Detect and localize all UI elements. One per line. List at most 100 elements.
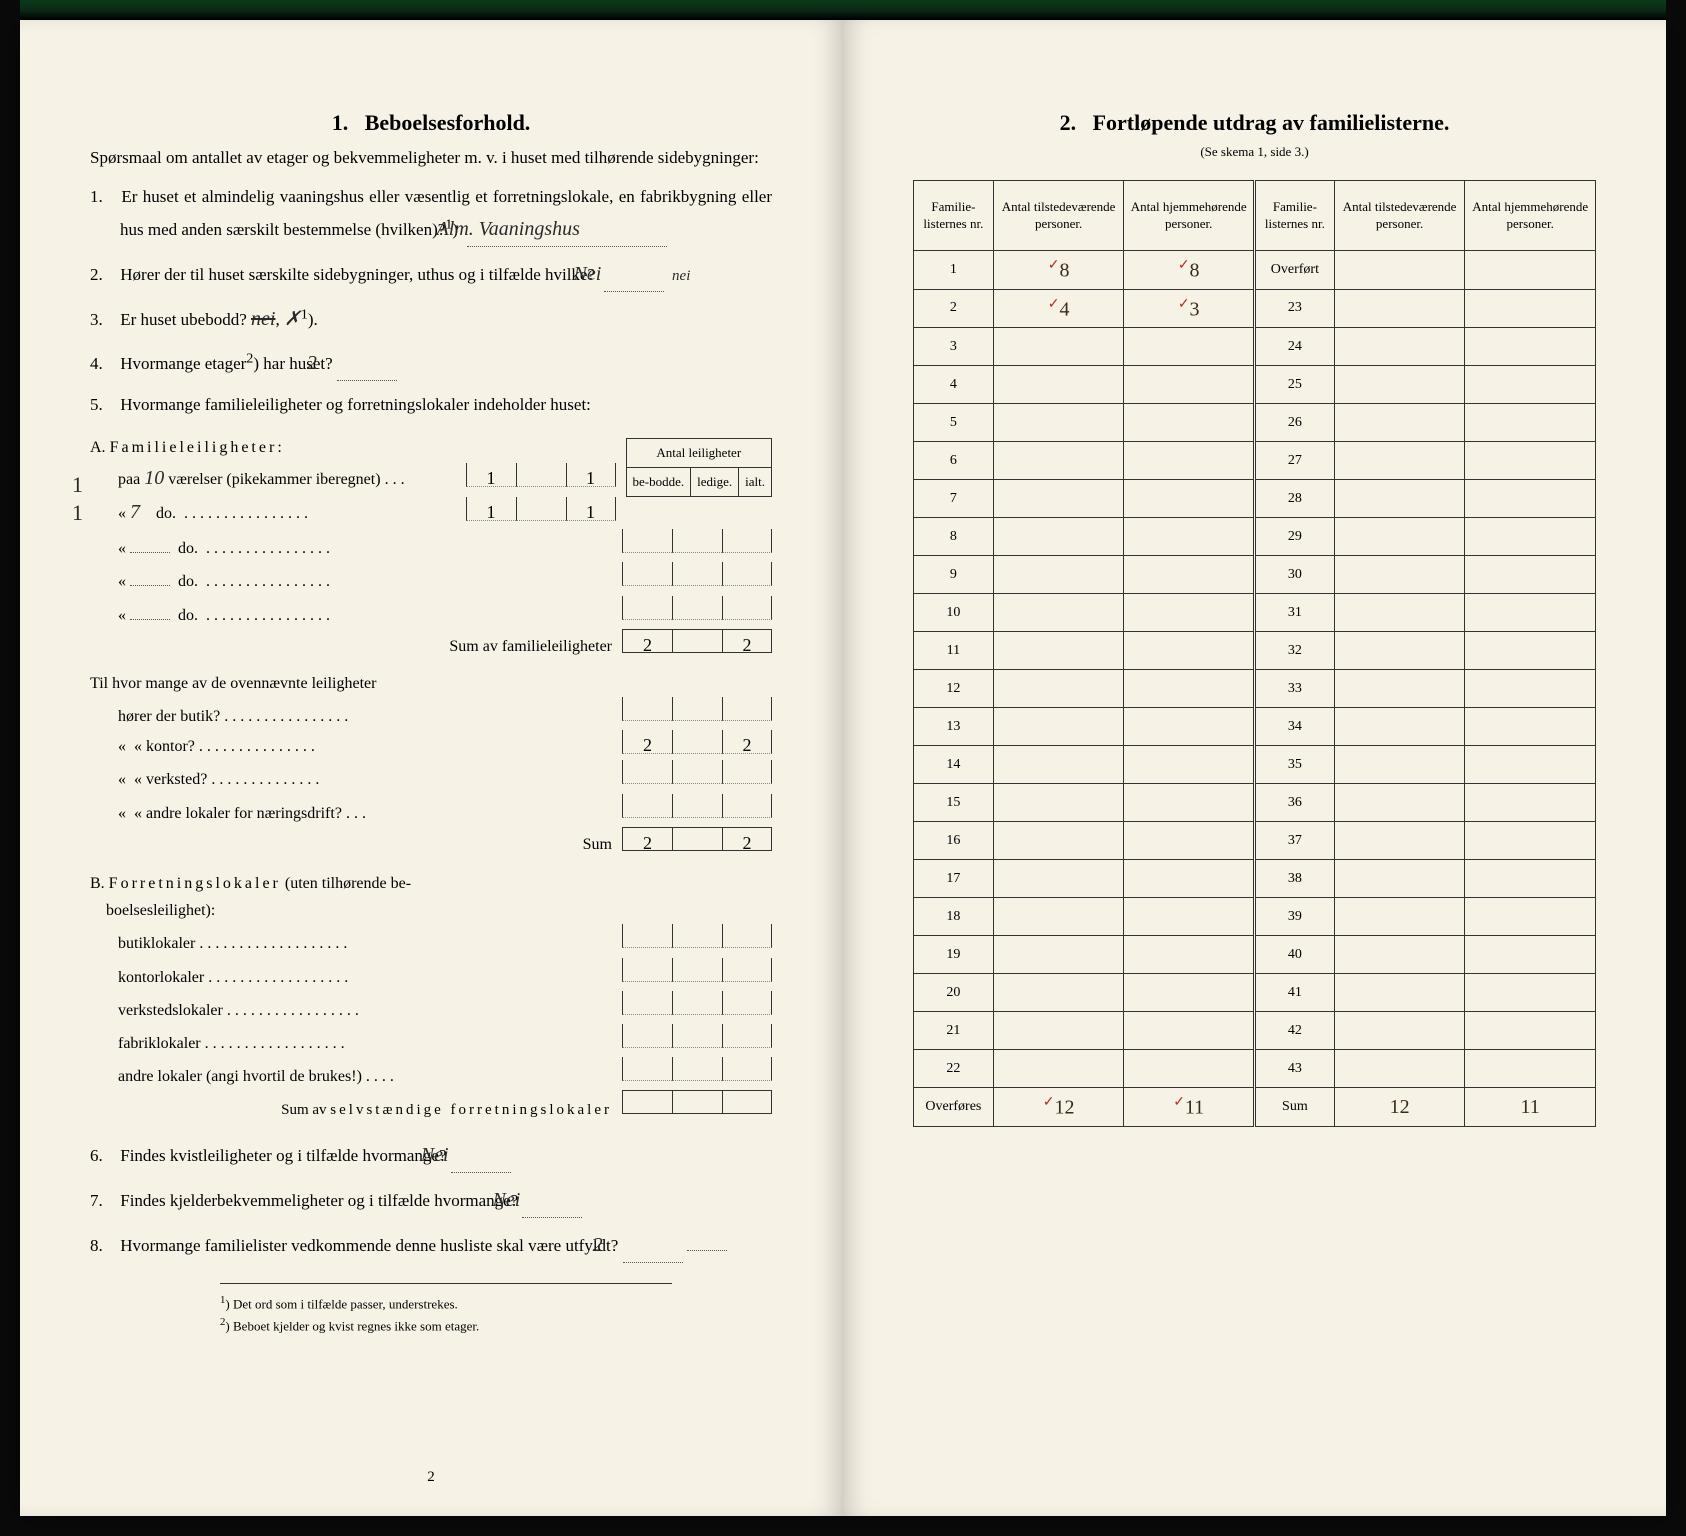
sumA-c2 — [672, 629, 722, 653]
sumA-label: Sum av familieleiligheter — [90, 633, 622, 660]
cell-r5 — [1334, 974, 1465, 1012]
cell-r6 — [1465, 822, 1596, 860]
sub-r4-c3 — [722, 794, 772, 818]
q1-answer: Alm. Vaaningshus — [467, 212, 667, 247]
table-totals-row: Overføres✓12✓11Sum1211 — [914, 1088, 1596, 1127]
table-row: 1031 — [914, 594, 1596, 632]
question-list: 1. Er huset et almindelig vaaningshus el… — [90, 183, 772, 420]
cell-tilstede — [993, 746, 1124, 784]
rowA4: « do. . . . . . . . . . . . . . . . . — [118, 562, 772, 595]
q2-extra: nei — [672, 268, 690, 284]
cell-r5 — [1334, 784, 1465, 822]
q4-text-b: har huset? — [263, 354, 332, 373]
intro-text: Spørsmaal om antallet av etager og bekve… — [90, 144, 772, 171]
cell-tilstede: ✓4 — [993, 289, 1124, 328]
cell-nr: 17 — [914, 860, 994, 898]
q7-answer: Nei — [522, 1183, 582, 1218]
sub-r2: « « kontor? . . . . . . . . . . . . . . … — [118, 730, 772, 760]
sub-intro-text: Til hvor mange av de ovennævnte leilighe… — [90, 675, 376, 692]
cell-r6 — [1465, 1012, 1596, 1050]
cell-hjemme — [1124, 1050, 1255, 1088]
top-edge-border — [20, 0, 1666, 20]
cell-r5 — [1334, 708, 1465, 746]
cell-nr-right: 24 — [1254, 328, 1334, 366]
fn1-sup: 1 — [220, 1294, 225, 1306]
sub-r4-c1 — [622, 794, 672, 818]
cell-nr: 10 — [914, 594, 994, 632]
rowA2-c3: 1 — [566, 497, 616, 521]
cell-nr: 16 — [914, 822, 994, 860]
th-bebodde: be-bodde. — [626, 468, 691, 497]
b-r3-t: verkstedslokaler — [118, 1002, 223, 1019]
rowA3-label: « do. . . . . . . . . . . . . . . . . — [118, 535, 622, 562]
footnote-2: 2) Beboet kjelder og kvist regnes ikke s… — [220, 1314, 672, 1336]
rowA3-c3 — [722, 529, 772, 553]
q3-struck: nei — [251, 308, 275, 330]
rowA2-hw: 7 — [130, 501, 140, 523]
cell-r6 — [1465, 366, 1596, 404]
rowA2: « 7 do. . . . . . . . . . . . . . . . . … — [118, 495, 616, 529]
cell-tilstede — [993, 784, 1124, 822]
sumA-c1: 2 — [622, 629, 672, 653]
cell-r5 — [1334, 556, 1465, 594]
cell-nr: 6 — [914, 442, 994, 480]
cell-hjemme — [1124, 328, 1255, 366]
cell-r5 — [1334, 442, 1465, 480]
sumB-word: selvstændige forretningslokaler — [330, 1102, 612, 1118]
cell-tilstede — [993, 594, 1124, 632]
rowA4-c1 — [622, 562, 672, 586]
cell-sum-a: 12 — [1334, 1088, 1465, 1127]
rowA1-hw: 10 — [144, 467, 164, 489]
cell-tilstede — [993, 936, 1124, 974]
cell-hjemme — [1124, 708, 1255, 746]
cell-hjemme: ✓3 — [1124, 289, 1255, 328]
rowA4-c2 — [672, 562, 722, 586]
rowA3-c2 — [672, 529, 722, 553]
b-r5-c1 — [622, 1057, 672, 1081]
rowA4-label: « do. . . . . . . . . . . . . . . . . — [118, 568, 622, 595]
sub-r3-c1 — [622, 760, 672, 784]
th-c5: Antal tilstedeværende personer. — [1334, 181, 1465, 251]
cell-r6 — [1465, 746, 1596, 784]
question-list-2: 6. Findes kvistleiligheter og i tilfælde… — [90, 1138, 772, 1263]
cell-r6 — [1465, 708, 1596, 746]
cell-tilstede — [993, 328, 1124, 366]
rowA4-do: do. — [178, 573, 198, 590]
b-r5-c3 — [722, 1057, 772, 1081]
q6: 6. Findes kvistleiligheter og i tilfælde… — [90, 1138, 772, 1173]
cell-hjemme — [1124, 556, 1255, 594]
b-r2-c2 — [672, 958, 722, 982]
cell-r6 — [1465, 556, 1596, 594]
sec1-num: 1. — [332, 110, 349, 135]
sumB-label: Sum av selvstændige forretningslokaler — [90, 1098, 622, 1124]
table-row: 2✓4✓323 — [914, 289, 1596, 328]
sumB-c1 — [622, 1090, 672, 1114]
b-r3-c2 — [672, 991, 722, 1015]
sum2-row: Sum 2 2 — [90, 827, 772, 858]
cell-r5 — [1334, 1050, 1465, 1088]
b-r2-c3 — [722, 958, 772, 982]
cell-sum-label: Sum — [1254, 1088, 1334, 1127]
sub-r2-text: kontor? — [146, 738, 195, 755]
margin-hw-2: 1 — [72, 494, 83, 531]
sec2-title: Fortløpende utdrag av familielisterne. — [1093, 110, 1450, 135]
section-5-body: 1 1 Antal leiligheter be-bodde. ledige. … — [90, 434, 772, 1124]
cell-tilstede — [993, 480, 1124, 518]
q2-num: 2. — [90, 261, 116, 290]
cell-r6 — [1465, 251, 1596, 290]
cell-r6 — [1465, 936, 1596, 974]
cell-hjemme — [1124, 670, 1255, 708]
q3-sup: 1 — [301, 306, 308, 322]
cell-nr: 21 — [914, 1012, 994, 1050]
cell-nr: 9 — [914, 556, 994, 594]
q3-text: Er huset ubebodd? — [120, 310, 247, 329]
b-r2-c1 — [622, 958, 672, 982]
rowA4-blank — [130, 585, 170, 586]
cell-nr-right: 27 — [1254, 442, 1334, 480]
cell-total-a: ✓12 — [993, 1088, 1124, 1127]
cell-r6 — [1465, 594, 1596, 632]
left-page-number: 2 — [427, 1469, 435, 1486]
q4-answer: 2 — [337, 346, 397, 381]
th-c3: Antal hjemmehørende personer. — [1124, 181, 1255, 251]
q7-text: Findes kjelderbekvemmeligheter og i tilf… — [120, 1191, 518, 1210]
